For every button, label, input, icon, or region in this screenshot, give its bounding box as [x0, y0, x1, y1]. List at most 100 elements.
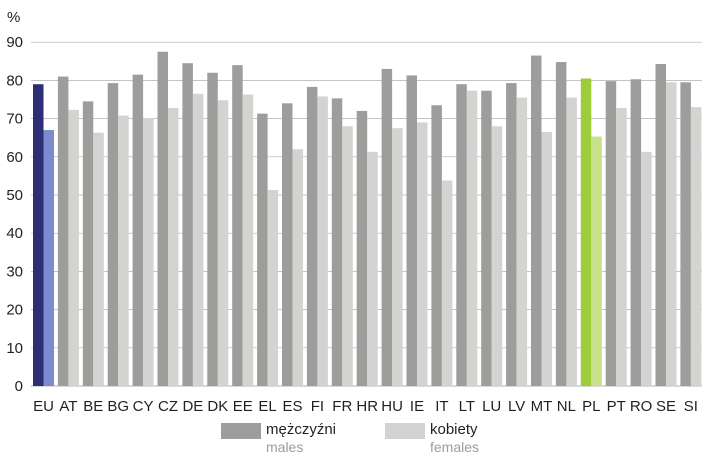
y-tick-label-30: 30: [6, 263, 23, 280]
x-tick-label-RO: RO: [630, 398, 653, 415]
x-tick-label-PT: PT: [607, 398, 626, 415]
bar-females-EE: [242, 94, 254, 386]
x-tick-label-IT: IT: [435, 398, 448, 415]
legend-item-males: mężczyźni males: [221, 421, 371, 457]
bar-males-BG: [107, 83, 119, 386]
bar-males-DK: [207, 72, 218, 386]
x-tick-label-FI: FI: [311, 398, 324, 415]
bar-males-MT: [531, 55, 542, 386]
bar-males-HR: [356, 110, 368, 387]
legend-sublabel-males: males: [266, 439, 304, 455]
bar-males-LU: [481, 90, 492, 387]
y-tick-label-70: 70: [6, 111, 23, 128]
x-tick-labels: EU AT BE BG CY CZ DE DK EE EL ES FI FR HR HU IE IT LT LU LV…: [33, 398, 698, 415]
bar-males-SE: [655, 63, 666, 386]
bar-males-AT: [57, 76, 69, 386]
x-tick-label-LV: LV: [508, 398, 525, 415]
x-tick-label-SI: SI: [684, 398, 698, 415]
x-tick-label-CY: CY: [133, 398, 154, 415]
bar-females-CY: [143, 118, 154, 386]
x-tick-label-MT: MT: [531, 398, 553, 415]
bar-females-NL: [566, 97, 577, 386]
bar-females-EU: [43, 130, 54, 386]
y-tick-label-0: 0: [15, 378, 23, 395]
x-tick-label-LT: LT: [459, 398, 475, 415]
bar-males-IT: [431, 105, 442, 386]
y-tick-label-40: 40: [6, 225, 23, 242]
bar-males-CZ: [157, 51, 168, 386]
bar-females-IE: [417, 122, 428, 387]
x-tick-label-IE: IE: [410, 398, 424, 415]
bar-males-FR: [331, 98, 343, 386]
bar-females-AT: [68, 109, 79, 387]
y-axis-label: %: [7, 9, 20, 26]
bar-females-ES: [292, 149, 303, 386]
legend-label-females: kobiety: [430, 421, 478, 438]
bar-males-HU: [381, 68, 393, 386]
bar-females-HR: [367, 151, 378, 386]
x-tick-label-CZ: CZ: [158, 398, 178, 415]
bar-chart: 0 10 20 30 40 50 60 70 80 90 EU AT BE BG CY CZ DE DK EE EL…: [6, 9, 702, 415]
bar-females-HU: [392, 128, 403, 386]
bar-males-IE: [406, 75, 417, 387]
bar-females-LU: [491, 126, 503, 387]
bar-males-NL: [555, 62, 567, 387]
bar-females-PT: [616, 107, 627, 387]
y-tick-label-60: 60: [6, 149, 23, 166]
x-tick-label-BG: BG: [107, 398, 129, 415]
x-tick-label-EU: EU: [33, 398, 54, 415]
bar-females-SE: [666, 82, 677, 386]
x-tick-label-ES: ES: [282, 398, 302, 415]
x-tick-label-DE: DE: [182, 398, 203, 415]
x-tick-label-PL: PL: [582, 398, 600, 415]
bar-females-BG: [118, 115, 129, 386]
bar-males-SI: [680, 82, 691, 386]
bar-females-LV: [516, 97, 528, 386]
bar-females-MT: [541, 131, 552, 386]
bar-males-DE: [182, 63, 193, 387]
bar-females-LT: [466, 90, 478, 387]
bar-males-EE: [232, 65, 243, 387]
bar-females-FR: [342, 126, 353, 387]
bar-males-PT: [605, 81, 617, 386]
bar-males-EU: [33, 84, 44, 386]
bar-females-EL: [267, 190, 279, 386]
legend-swatch-males: [221, 423, 261, 439]
x-tick-label-HR: HR: [356, 398, 378, 415]
bar-males-CY: [132, 74, 144, 387]
bar-females-RO: [641, 151, 652, 386]
bar-males-ES: [282, 103, 293, 386]
bar-females-IT: [441, 180, 453, 386]
legend-item-females: kobiety females: [385, 421, 535, 457]
legend-sublabel-females: females: [430, 439, 480, 455]
bar-females-DK: [217, 100, 229, 386]
bar-females-DE: [192, 93, 204, 387]
x-tick-label-BE: BE: [83, 398, 103, 415]
bar-males-RO: [630, 79, 642, 386]
y-tick-labels: 0 10 20 30 40 50 60 70 80 90: [6, 34, 23, 395]
y-tick-label-80: 80: [6, 72, 23, 89]
x-tick-label-LU: LU: [482, 398, 501, 415]
legend-label-males: mężczyźni: [266, 421, 337, 438]
bar-males-LT: [456, 84, 467, 386]
bar-females-PL: [591, 136, 602, 386]
x-tick-label-EE: EE: [233, 398, 253, 415]
x-tick-label-FR: FR: [332, 398, 352, 415]
bars-layer: [33, 51, 702, 387]
bar-females-CZ: [168, 107, 179, 387]
bar-males-PL: [580, 78, 592, 387]
bar-females-SI: [690, 107, 702, 386]
x-tick-label-SE: SE: [656, 398, 676, 415]
y-tick-label-90: 90: [6, 34, 23, 51]
bar-males-BE: [82, 101, 94, 386]
bar-females-BE: [93, 132, 104, 386]
x-tick-label-HU: HU: [381, 398, 403, 415]
bar-males-FI: [306, 86, 318, 387]
x-tick-label-EL: EL: [258, 398, 276, 415]
bar-males-LV: [506, 83, 517, 386]
y-tick-label-20: 20: [6, 302, 23, 319]
bar-males-EL: [257, 113, 268, 386]
x-tick-label-NL: NL: [557, 398, 576, 415]
x-tick-label-AT: AT: [59, 398, 77, 415]
y-tick-label-50: 50: [6, 187, 23, 204]
